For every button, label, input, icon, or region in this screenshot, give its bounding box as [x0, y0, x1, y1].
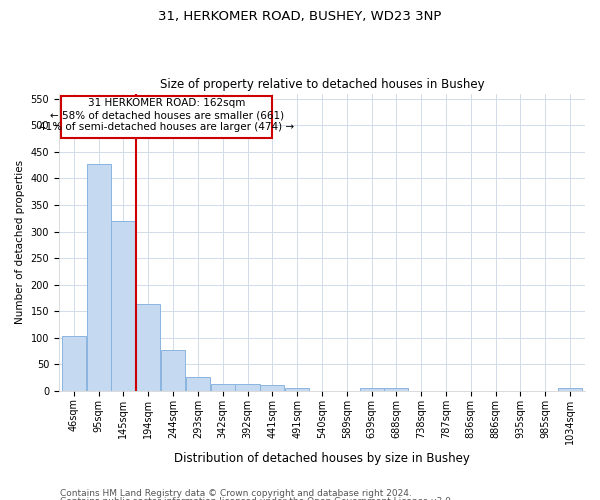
Text: 31 HERKOMER ROAD: 162sqm: 31 HERKOMER ROAD: 162sqm — [88, 98, 245, 108]
Bar — [359, 388, 383, 391]
Text: 41% of semi-detached houses are larger (474) →: 41% of semi-detached houses are larger (… — [39, 122, 294, 132]
Bar — [186, 377, 210, 391]
Bar — [385, 388, 409, 391]
Text: Contains HM Land Registry data © Crown copyright and database right 2024.: Contains HM Land Registry data © Crown c… — [60, 488, 412, 498]
Text: Contains public sector information licensed under the Open Government Licence v3: Contains public sector information licen… — [60, 497, 454, 500]
Text: ← 58% of detached houses are smaller (661): ← 58% of detached houses are smaller (66… — [50, 110, 284, 120]
Bar — [161, 350, 185, 391]
Title: Size of property relative to detached houses in Bushey: Size of property relative to detached ho… — [160, 78, 484, 91]
Bar — [112, 221, 136, 391]
Bar — [260, 385, 284, 391]
Bar — [285, 388, 309, 391]
Bar — [235, 384, 260, 391]
X-axis label: Distribution of detached houses by size in Bushey: Distribution of detached houses by size … — [174, 452, 470, 465]
Bar — [86, 164, 110, 391]
Y-axis label: Number of detached properties: Number of detached properties — [15, 160, 25, 324]
Text: 31, HERKOMER ROAD, BUSHEY, WD23 3NP: 31, HERKOMER ROAD, BUSHEY, WD23 3NP — [158, 10, 442, 23]
Bar — [558, 388, 582, 391]
FancyBboxPatch shape — [61, 96, 272, 138]
Bar — [211, 384, 235, 391]
Bar — [62, 336, 86, 391]
Bar — [136, 304, 160, 391]
